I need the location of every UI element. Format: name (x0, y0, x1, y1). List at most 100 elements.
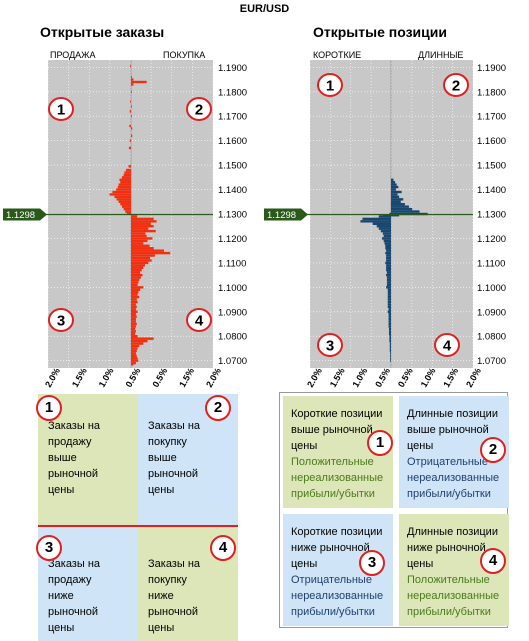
quadrant-text-line: покупку (148, 574, 187, 586)
orders-bar-sell (126, 168, 131, 172)
positions-y-tick-label: 1.1300 (477, 210, 506, 221)
orders-bar-buy (131, 303, 136, 306)
quadrant-title-line: ниже рыночной (291, 542, 370, 554)
orders-marker-circle (186, 97, 212, 121)
positions-bar-short (386, 278, 391, 282)
positions-bar-short (387, 295, 391, 299)
positions-long-label: ДЛИННЫЕ (418, 50, 464, 60)
orders-marker-number: 1 (57, 102, 65, 119)
orders-bar-buy (131, 264, 146, 267)
orders-bar-buy (131, 242, 144, 245)
positions-bar-short (388, 332, 391, 335)
quadrant-text-line: ниже (148, 590, 174, 602)
positions-bar-short (362, 217, 391, 221)
quadrant-pl-line: Отрицательные (407, 456, 488, 468)
pair-title: EUR/USD (239, 3, 290, 15)
orders-bar-buy (131, 315, 137, 318)
quadrant-title-line: цены (291, 440, 318, 452)
positions-bar-short (387, 310, 391, 313)
positions-y-tick-label: 1.1000 (477, 283, 506, 294)
positions-bar-short (382, 232, 391, 235)
positions-quadrant-text: Длинные позиции выше рыночной цены Отрицате… (407, 406, 499, 502)
positions-bar-short (388, 327, 391, 331)
quadrant-title-line: Длинные позиции (407, 408, 498, 420)
orders-bar-buy (131, 80, 147, 84)
orders-quadrant-text: Заказы на продажу ниже рыночной цены (48, 556, 100, 636)
orders-bar-buy (131, 344, 140, 348)
positions-bar-short (386, 254, 391, 257)
positions-quadrant-marker: 3 (359, 550, 385, 576)
orders-bar-buy (131, 286, 144, 289)
positions-quadrant-marker: 1 (367, 430, 393, 456)
orders-x-tick-label: 0.5% (150, 366, 169, 389)
orders-bar-buy (131, 320, 136, 323)
orders-marker-number: 4 (195, 313, 204, 330)
orders-bar-buy (131, 256, 150, 260)
quadrant-pl-line: нереализованные (407, 472, 500, 484)
orders-y-tick-label: 1.1700 (218, 112, 247, 123)
orders-y-tick-label: 1.1300 (218, 210, 247, 221)
orders-bar-buy (131, 127, 133, 130)
positions-short-label: КОРОТКИЕ (313, 50, 362, 60)
orders-y-tick-label: 1.1900 (218, 63, 247, 74)
positions-bar-long (391, 198, 404, 201)
orders-bar-buy (131, 271, 141, 274)
positions-marker-number: 1 (326, 78, 334, 95)
positions-bar-short (385, 247, 391, 250)
positions-bar-long (391, 207, 413, 211)
positions-bar-short (380, 229, 391, 233)
positions-bar-short (386, 249, 391, 252)
positions-bar-short (383, 234, 391, 238)
orders-bar-buy (131, 308, 136, 311)
positions-bar-short (387, 293, 391, 296)
orders-bar-sell (112, 190, 131, 194)
positions-bar-long (391, 214, 400, 217)
positions-bar-long (391, 210, 420, 213)
orders-y-tick-label: 1.0900 (218, 307, 247, 318)
quadrant-pl-line: Положительные (407, 574, 490, 586)
positions-bar-long (391, 188, 396, 191)
orders-x-tick-label: 1.5% (70, 366, 89, 389)
positions-bar-short (386, 273, 391, 277)
positions-bar-short (386, 286, 391, 289)
quadrant-text-line: Заказы на (48, 558, 101, 570)
positions-bar-long (391, 203, 405, 206)
positions-quadrant-3: Короткие позиции ниже рыночной цены Отрицат… (283, 514, 393, 626)
positions-bar-long (391, 185, 399, 189)
orders-quadrant-divider (38, 525, 238, 527)
orders-bar-buy (131, 300, 138, 304)
orders-bar-buy (131, 134, 133, 137)
positions-bar-short (386, 283, 391, 287)
positions-bar-short (385, 251, 391, 255)
quadrant-pl-line: прибыли/убытки (291, 488, 375, 500)
orders-bar-buy (131, 276, 141, 279)
quadrant-text-line: цены (48, 622, 75, 634)
positions-bar-short (376, 225, 391, 228)
orders-x-tick-label: 1.5% (177, 366, 196, 389)
orders-y-tick-label: 1.0700 (218, 356, 247, 367)
orders-bar-buy (131, 349, 137, 353)
orders-bar-buy (131, 75, 132, 79)
quadrant-pl-line: прибыли/убытки (291, 606, 375, 618)
orders-bar-sell (109, 193, 131, 196)
positions-marker-number: 2 (452, 78, 460, 95)
orders-bar-buy (131, 90, 132, 93)
orders-bar-buy (131, 232, 146, 235)
orders-bar-buy (131, 310, 138, 313)
positions-price-label: 1.1298 (267, 210, 296, 221)
positions-y-tick-label: 1.1500 (477, 161, 506, 172)
orders-bar-buy (131, 261, 149, 265)
orders-bar-sell (129, 124, 131, 128)
positions-bar-short (386, 264, 391, 267)
orders-bar-buy (131, 215, 138, 218)
positions-marker-circle (317, 73, 343, 97)
quadrant-pl-line: прибыли/убытки (407, 606, 491, 618)
positions-title: Открытые позиции (313, 24, 447, 40)
orders-y-tick-label: 1.1500 (218, 161, 247, 172)
positions-y-tick-label: 1.0800 (477, 332, 506, 343)
positions-bar-short (386, 259, 391, 262)
positions-bar-short (387, 298, 391, 301)
positions-bar-short (389, 344, 391, 348)
positions-bar-long (391, 205, 409, 208)
positions-x-tick-label: 1.5% (328, 366, 347, 389)
